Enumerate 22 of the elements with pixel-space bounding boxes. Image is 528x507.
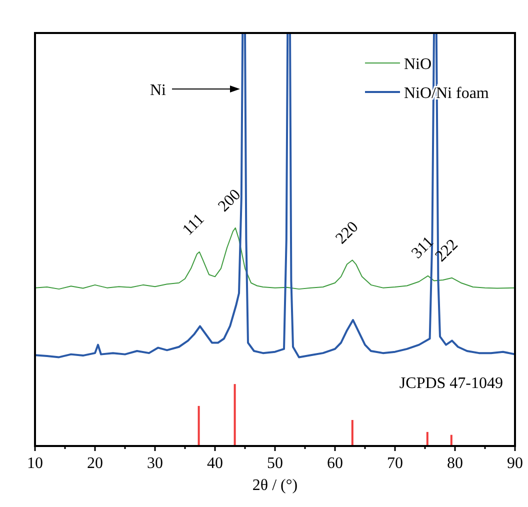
bar — [426, 432, 428, 446]
legend-label: NiO — [404, 56, 432, 73]
annotation: 222 — [432, 236, 462, 266]
x-tick-label: 70 — [387, 455, 403, 472]
x-tick-label: 80 — [447, 455, 463, 472]
bar — [450, 434, 452, 446]
x-axis-title: 2θ / (°) — [252, 477, 298, 494]
x-tick-label: 20 — [87, 455, 103, 472]
x-tick-label: 30 — [147, 455, 163, 472]
annotation: 111 — [180, 210, 208, 239]
bar — [351, 420, 354, 446]
bar — [198, 406, 200, 446]
annotation: Ni — [150, 82, 167, 99]
x-tick-label: 50 — [267, 455, 283, 472]
bar — [234, 384, 236, 446]
annotation: 220 — [332, 218, 362, 248]
x-tick-label: 60 — [327, 455, 343, 472]
x-tick-label: 40 — [207, 455, 223, 472]
x-tick-label: 90 — [507, 455, 523, 472]
annotation: JCPDS 47-1049 — [399, 375, 503, 392]
annotation: 200 — [215, 186, 244, 216]
x-tick-label: 10 — [27, 455, 43, 472]
